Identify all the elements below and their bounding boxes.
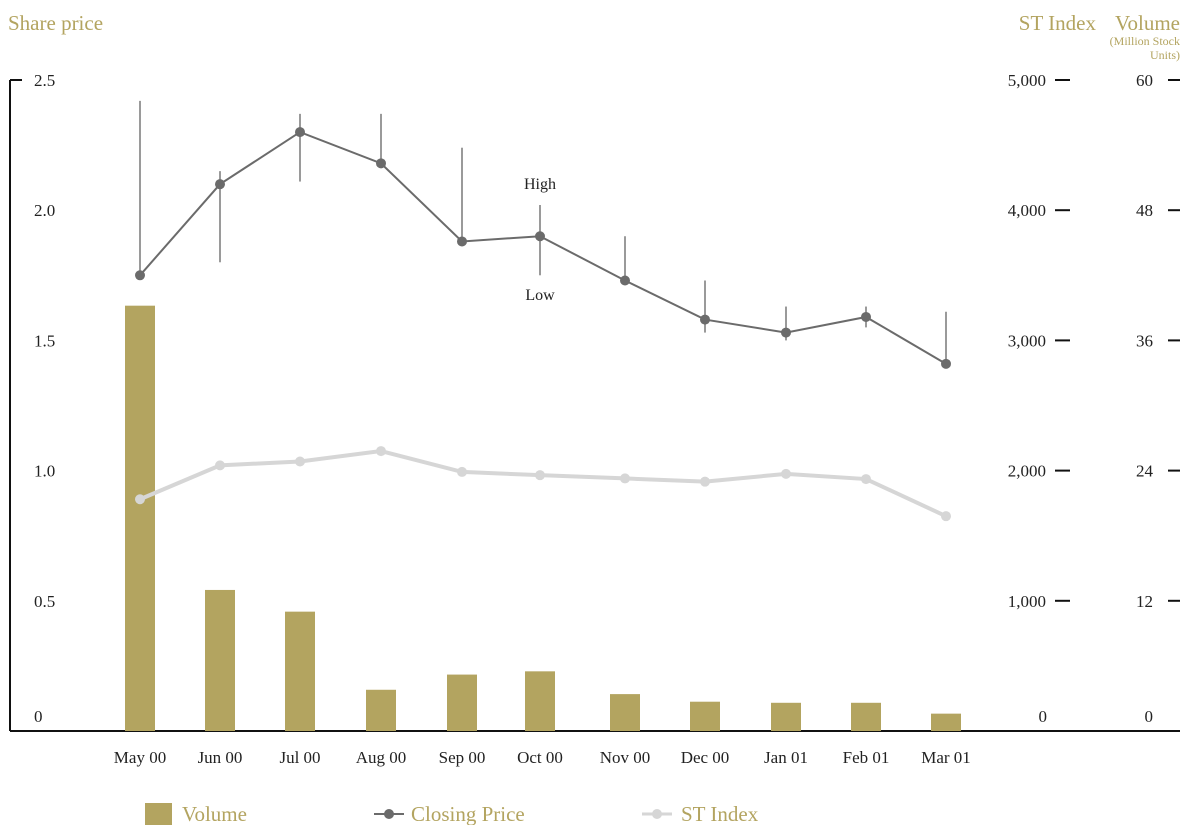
- legend-closing-price-marker: [384, 809, 394, 819]
- volume-bar: [690, 701, 720, 731]
- closing-price-point: [535, 231, 545, 242]
- closing-price-point: [376, 158, 386, 169]
- closing-price-point: [215, 179, 225, 190]
- legend-volume-label: Volume: [182, 802, 247, 825]
- st-index-point: [135, 494, 145, 505]
- volume-bar: [285, 611, 315, 731]
- volume-tick-label: 48: [1136, 201, 1153, 220]
- closing-price-series: [135, 127, 951, 369]
- closing-price-point: [620, 275, 630, 286]
- x-axis-labels: May 00 Jun 00 Jul 00 Aug 00 Sep 00 Oct 00 Nov …: [114, 748, 971, 767]
- x-axis-label: May 00: [114, 748, 166, 767]
- volume-bars: [125, 305, 961, 731]
- volume-axis-ticks: 0 12 24 36 48 60: [1136, 71, 1180, 726]
- high-annotation: High: [524, 176, 556, 193]
- left-axis-ticks: 0 0.5 1.0 1.5 2.0 2.5: [34, 71, 55, 726]
- x-axis-label: Oct 00: [517, 748, 563, 767]
- st-tick-label: 4,000: [1008, 201, 1046, 220]
- st-axis-ticks: 0 1,000 2,000 3,000 4,000 5,000: [1008, 71, 1070, 726]
- closing-price-point: [457, 236, 467, 247]
- volume-bar: [125, 305, 155, 731]
- volume-bar: [525, 671, 555, 731]
- volume-axis-subtitle-1: (Million Stock: [1110, 34, 1180, 48]
- volume-tick-label: 24: [1136, 462, 1154, 481]
- volume-tick-label: 36: [1136, 331, 1153, 350]
- volume-tick-label: 12: [1136, 592, 1153, 611]
- closing-price-line: [139, 130, 947, 365]
- st-index-series: [135, 446, 951, 522]
- st-index-point: [215, 460, 225, 471]
- left-tick-label: 2.5: [34, 71, 55, 90]
- legend: Volume Closing Price ST Index: [145, 802, 759, 825]
- legend-st-index-marker: [652, 809, 662, 819]
- st-axis-title: ST Index: [1019, 11, 1097, 35]
- x-axis-label: Jan 01: [764, 748, 808, 767]
- volume-bar: [931, 713, 961, 731]
- st-index-point: [861, 474, 871, 485]
- x-axis-label: Mar 01: [921, 748, 971, 767]
- volume-tick-label: 60: [1136, 71, 1153, 90]
- left-tick-label: 0: [34, 707, 43, 726]
- left-tick-label: 2.0: [34, 201, 55, 220]
- x-axis-label: Feb 01: [843, 748, 890, 767]
- volume-bar: [366, 689, 396, 731]
- closing-price-point: [295, 127, 305, 138]
- closing-price-point: [135, 270, 145, 281]
- legend-closing-price-label: Closing Price: [411, 802, 525, 825]
- volume-bar: [610, 694, 640, 731]
- left-axis-title: Share price: [8, 11, 103, 35]
- st-index-point: [700, 476, 710, 487]
- st-index-point: [781, 468, 791, 479]
- st-index-point: [941, 511, 951, 522]
- low-annotation: Low: [525, 287, 555, 304]
- left-tick-label: 1.0: [34, 462, 55, 481]
- st-index-line: [139, 449, 947, 518]
- x-axis-label: Sep 00: [439, 748, 486, 767]
- x-axis-label: Aug 00: [356, 748, 407, 767]
- st-tick-label: 1,000: [1008, 592, 1046, 611]
- volume-tick-label: 0: [1145, 707, 1154, 726]
- volume-bar: [851, 702, 881, 731]
- st-tick-label: 5,000: [1008, 71, 1046, 90]
- st-index-point: [376, 446, 386, 457]
- x-axis-label: Jun 00: [198, 748, 243, 767]
- left-tick-label: 1.5: [34, 331, 55, 350]
- x-axis-label: Nov 00: [600, 748, 651, 767]
- st-index-point: [457, 466, 467, 477]
- volume-bar: [771, 702, 801, 731]
- st-index-point: [535, 470, 545, 481]
- closing-price-point: [700, 314, 710, 325]
- st-index-point: [295, 456, 305, 467]
- closing-price-point: [781, 327, 791, 338]
- legend-st-index-label: ST Index: [681, 802, 759, 825]
- volume-bar: [447, 674, 477, 731]
- closing-price-point: [861, 311, 871, 322]
- st-tick-label: 2,000: [1008, 462, 1046, 481]
- x-axis-label: Dec 00: [681, 748, 730, 767]
- x-axis-label: Jul 00: [279, 748, 320, 767]
- volume-bar: [205, 589, 235, 731]
- closing-price-point: [941, 358, 951, 369]
- st-index-point: [620, 473, 630, 484]
- volume-axis-subtitle-2: Units): [1150, 48, 1180, 62]
- volume-axis-title: Volume: [1115, 11, 1180, 35]
- st-tick-label: 3,000: [1008, 331, 1046, 350]
- left-tick-label: 0.5: [34, 592, 55, 611]
- st-tick-label: 0: [1039, 707, 1048, 726]
- legend-volume-swatch: [145, 803, 172, 825]
